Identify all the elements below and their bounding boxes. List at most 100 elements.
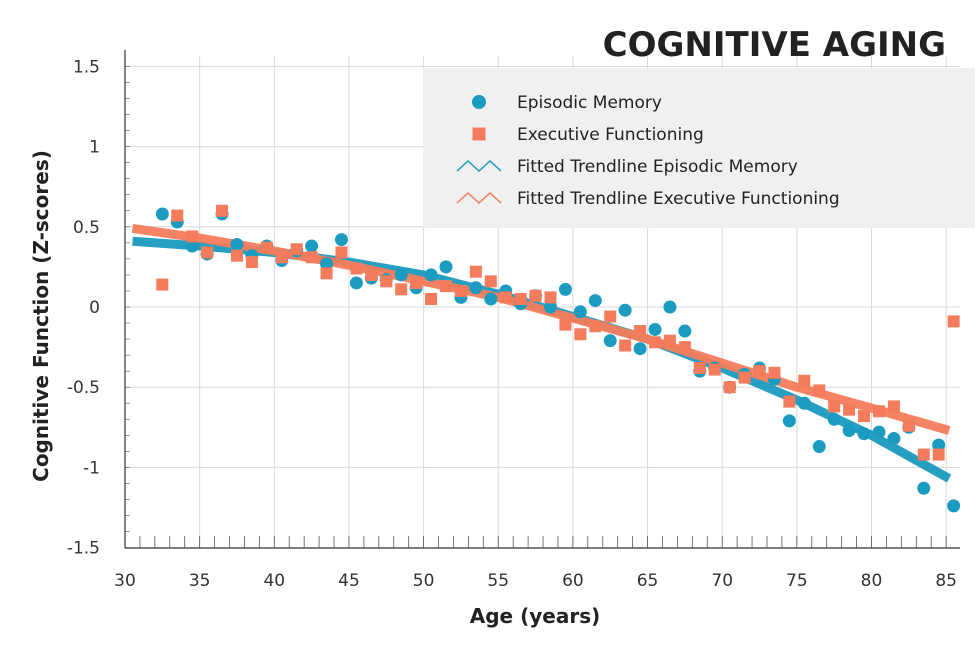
point-episodic-memory xyxy=(573,305,587,319)
point-executive-functioning xyxy=(544,291,557,304)
point-episodic-memory xyxy=(812,440,826,454)
point-episodic-memory xyxy=(603,334,617,348)
point-episodic-memory xyxy=(842,424,856,438)
point-episodic-memory xyxy=(663,300,677,314)
point-executive-functioning xyxy=(902,419,915,432)
point-episodic-memory xyxy=(857,427,871,441)
point-executive-functioning xyxy=(469,265,482,278)
y-tick-label: 1.5 xyxy=(73,57,100,77)
y-tick-label: -0.5 xyxy=(67,378,100,398)
point-episodic-memory xyxy=(305,239,319,253)
point-episodic-memory xyxy=(349,276,363,290)
point-episodic-memory xyxy=(439,260,453,274)
series xyxy=(131,204,961,513)
legend-marker-line xyxy=(456,191,502,205)
point-executive-functioning xyxy=(589,320,602,333)
x-tick-label: 75 xyxy=(786,571,808,591)
axes xyxy=(124,50,960,549)
legend-marker-square xyxy=(472,127,486,141)
point-executive-functioning xyxy=(887,400,900,413)
legend-label: Executive Functioning xyxy=(517,125,704,145)
x-tick-label: 30 xyxy=(114,571,136,591)
point-executive-functioning xyxy=(275,251,288,264)
point-episodic-memory xyxy=(947,499,961,513)
tick-labels: 30 35 40 45 50 55 60 65 70 75 80 85 1.5 1 0.5 0 -0.5 -1 -1… xyxy=(67,57,957,591)
point-executive-functioning xyxy=(663,334,676,347)
y-tick-label: 0.5 xyxy=(73,218,100,238)
point-executive-functioning xyxy=(843,403,856,416)
point-executive-functioning xyxy=(753,365,766,378)
y-tick-label: 1 xyxy=(89,138,100,158)
point-executive-functioning xyxy=(186,230,199,243)
legend-trend-episodic: Fitted Trendline Episodic Memory xyxy=(456,157,798,177)
y-tick-label: -1 xyxy=(83,458,100,478)
point-executive-functioning xyxy=(649,336,662,349)
point-episodic-memory xyxy=(827,412,841,426)
point-episodic-memory xyxy=(588,294,602,308)
point-executive-functioning xyxy=(529,289,542,302)
point-episodic-memory xyxy=(797,396,811,410)
point-executive-functioning xyxy=(365,268,378,281)
point-executive-functioning xyxy=(947,315,960,328)
x-tick-label: 80 xyxy=(861,571,883,591)
x-tick-label: 45 xyxy=(338,571,360,591)
legend-label: Fitted Trendline Executive Functioning xyxy=(517,189,840,209)
legend-marker-line xyxy=(456,159,502,173)
point-executive-functioning xyxy=(917,448,930,461)
point-executive-functioning xyxy=(395,283,408,296)
point-executive-functioning xyxy=(559,318,572,331)
legend-background xyxy=(423,68,975,228)
x-tick-label: 60 xyxy=(562,571,584,591)
point-executive-functioning xyxy=(171,209,184,222)
point-episodic-memory xyxy=(230,237,244,251)
point-executive-functioning xyxy=(813,384,826,397)
point-executive-functioning xyxy=(619,339,632,352)
point-executive-functioning xyxy=(858,410,871,423)
legend-marker-circle xyxy=(472,95,486,109)
x-tick-label: 35 xyxy=(189,571,211,591)
point-episodic-memory xyxy=(887,432,901,446)
point-executive-functioning xyxy=(230,249,243,262)
point-episodic-memory xyxy=(424,268,438,282)
legend-trend-executive: Fitted Trendline Executive Functioning xyxy=(456,189,840,209)
point-executive-functioning xyxy=(260,241,273,254)
point-executive-functioning xyxy=(156,278,169,291)
point-executive-functioning xyxy=(290,243,303,256)
point-executive-functioning xyxy=(335,246,348,259)
point-executive-functioning xyxy=(380,275,393,288)
point-executive-functioning xyxy=(798,374,811,387)
point-episodic-memory xyxy=(320,257,334,271)
point-executive-functioning xyxy=(708,363,721,376)
point-executive-functioning xyxy=(783,395,796,408)
point-episodic-memory xyxy=(544,300,558,314)
point-executive-functioning xyxy=(410,276,423,289)
point-executive-functioning xyxy=(454,284,467,297)
x-axis-title: Age (years) xyxy=(470,604,600,628)
legend-executive-functioning: Executive Functioning xyxy=(472,125,704,145)
point-executive-functioning xyxy=(723,381,736,394)
point-executive-functioning xyxy=(693,361,706,374)
legend-episodic-memory: Episodic Memory xyxy=(472,93,662,113)
legend-panel xyxy=(423,68,975,228)
point-episodic-memory xyxy=(394,268,408,282)
point-executive-functioning xyxy=(574,328,587,341)
y-tick-label: -1.5 xyxy=(67,539,100,559)
y-axis-title: Cognitive Function (Z-scores) xyxy=(29,150,53,482)
point-executive-functioning xyxy=(499,291,512,304)
point-executive-functioning xyxy=(514,292,527,305)
point-episodic-memory xyxy=(872,425,886,439)
point-executive-functioning xyxy=(932,448,945,461)
point-executive-functioning xyxy=(350,262,363,275)
point-executive-functioning xyxy=(245,256,258,269)
point-episodic-memory xyxy=(678,324,692,338)
point-episodic-memory xyxy=(558,282,572,296)
point-episodic-memory xyxy=(469,281,483,295)
point-executive-functioning xyxy=(305,251,318,264)
point-episodic-memory xyxy=(618,303,632,317)
point-episodic-memory xyxy=(932,438,946,452)
point-executive-functioning xyxy=(634,325,647,338)
point-episodic-memory xyxy=(917,481,931,495)
point-executive-functioning xyxy=(216,204,229,217)
point-executive-functioning xyxy=(201,246,214,259)
x-tick-label: 85 xyxy=(935,571,957,591)
